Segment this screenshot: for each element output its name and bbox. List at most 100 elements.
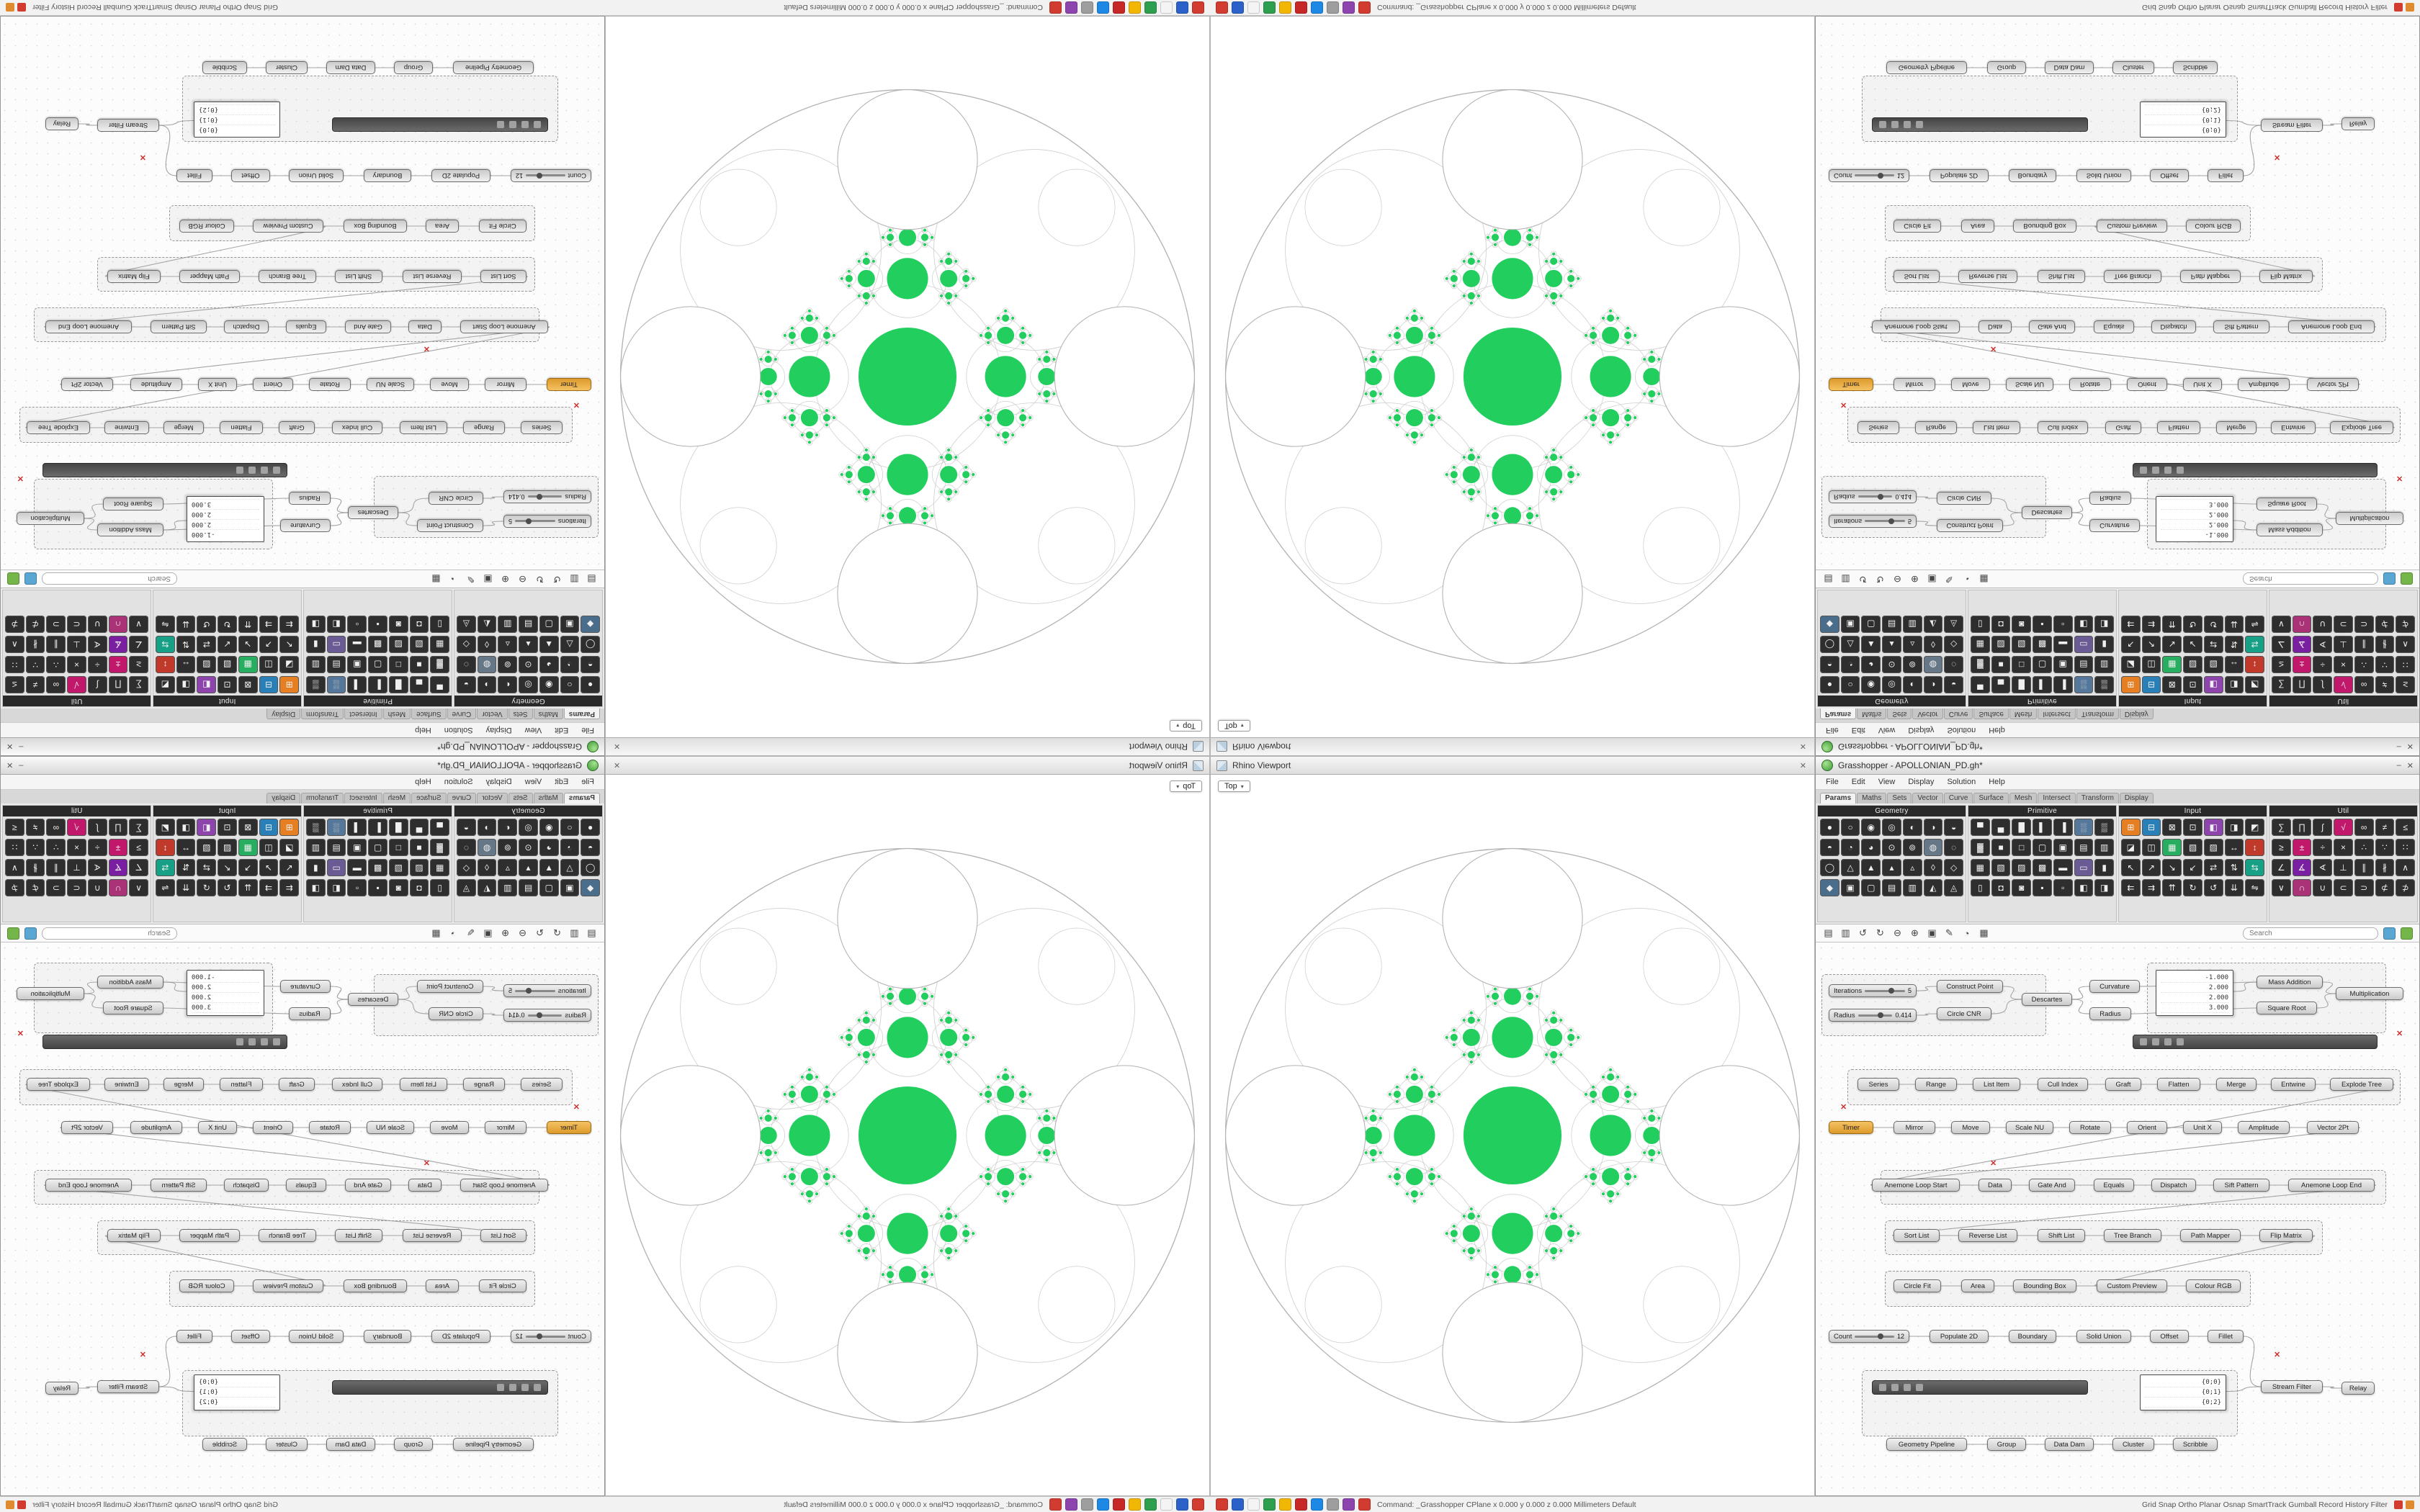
component-icon[interactable]: ◔ [1840, 839, 1860, 856]
gh-node[interactable]: Mass Addition [2257, 523, 2323, 536]
component-icon[interactable]: ◪ [2121, 656, 2141, 673]
slider-knob[interactable] [526, 987, 532, 994]
tab-display[interactable]: Display [266, 708, 301, 719]
component-icon[interactable]: ▥ [1902, 879, 1922, 896]
component-icon[interactable]: ▢ [368, 839, 387, 856]
gh-panel-node[interactable]: {0;0} {0;1} {0;2} [194, 102, 280, 138]
viewport-tab-top[interactable]: Top ▾ [1218, 780, 1250, 792]
gh-node[interactable]: Scale NU [367, 1121, 414, 1134]
gh-node[interactable]: Flatten [2157, 421, 2200, 434]
component-icon[interactable]: ▤ [2074, 839, 2094, 856]
gh-node[interactable]: Scribble [2173, 1438, 2218, 1451]
menu-item-view[interactable]: View [1878, 778, 1896, 786]
component-icon[interactable]: ∠ [2272, 636, 2291, 653]
gh-node[interactable]: Circle CNR [1937, 492, 1991, 505]
component-icon[interactable]: ∡ [2292, 859, 2312, 876]
component-icon[interactable]: ↘ [2162, 859, 2182, 876]
component-icon[interactable]: ∪ [2313, 616, 2333, 633]
gh-node[interactable]: Bounding Box [2013, 220, 2076, 233]
zoom-in-icon[interactable]: ⊕ [1911, 574, 1919, 585]
component-icon[interactable]: ◨ [306, 616, 326, 633]
gh-node[interactable]: Circle Fit [1894, 220, 1941, 233]
component-icon[interactable]: ▦ [430, 636, 449, 653]
component-icon[interactable]: ▌ [2033, 676, 2052, 693]
slider-track[interactable] [526, 173, 565, 179]
component-icon[interactable]: ▧ [409, 859, 429, 876]
component-icon[interactable]: ◬ [457, 879, 476, 896]
component-icon[interactable]: ⊅ [2396, 879, 2415, 896]
component-icon[interactable]: ◕ [539, 656, 559, 673]
component-icon[interactable]: ▬ [347, 636, 367, 653]
component-icon[interactable]: ▴ [1882, 859, 1901, 876]
gh-node[interactable]: Flatten [220, 421, 263, 434]
menu-item-edit[interactable]: Edit [1851, 726, 1865, 734]
gh-node[interactable]: Dispatch [2151, 1179, 2196, 1192]
component-icon[interactable]: ⊅ [5, 879, 24, 896]
component-icon[interactable]: ▐ [347, 676, 367, 693]
component-icon[interactable]: △ [1840, 636, 1860, 653]
gh-node[interactable]: Explode Tree [27, 1078, 90, 1091]
gh-node[interactable]: Circle Fit [479, 1279, 526, 1292]
app-icon-3[interactable] [1247, 1, 1260, 14]
component-icon[interactable]: ∷ [2396, 656, 2415, 673]
component-icon[interactable]: ▓ [430, 656, 449, 673]
gh-panel-node[interactable]: -1.000 2.000 2.000 3.000 [2156, 496, 2233, 542]
component-icon[interactable]: ↗ [2141, 859, 2161, 876]
component-icon[interactable]: ▀ [430, 676, 449, 693]
component-icon[interactable]: ∥ [46, 636, 66, 653]
component-icon[interactable]: ∵ [25, 656, 45, 673]
menu-item-display[interactable]: Display [1908, 778, 1935, 786]
component-icon[interactable]: ⇅ [2224, 636, 2244, 653]
gh-node[interactable]: Colour RGB [2186, 220, 2241, 233]
slider-knob[interactable] [1878, 1333, 1884, 1339]
component-icon[interactable]: ≤ [2396, 819, 2415, 836]
component-icon[interactable]: ∑ [129, 676, 148, 693]
gh-node[interactable]: Group [394, 1438, 433, 1451]
component-icon[interactable]: ▬ [2053, 636, 2073, 653]
component-icon[interactable]: ∴ [2354, 839, 2374, 856]
gh-node[interactable]: Move [430, 378, 469, 391]
component-icon[interactable]: ◌ [1944, 839, 1963, 856]
component-icon[interactable]: △ [560, 859, 580, 876]
component-icon[interactable]: ⊡ [2183, 819, 2202, 836]
gh-node[interactable]: Path Mapper [2180, 1229, 2241, 1242]
group-icon[interactable]: ▦ [431, 574, 441, 585]
component-icon[interactable]: ◌ [457, 839, 476, 856]
gh-node[interactable]: Curvature [280, 980, 331, 993]
gh-node[interactable]: Offset [231, 169, 270, 182]
component-icon[interactable]: ◑ [1923, 819, 1943, 836]
component-icon[interactable]: ↺ [197, 879, 217, 896]
component-icon[interactable]: ▧ [218, 656, 237, 673]
gh-node[interactable]: Tree Branch [2104, 1229, 2161, 1242]
component-icon[interactable]: ◫ [2141, 839, 2161, 856]
tab-vector[interactable]: Vector [477, 793, 508, 804]
gh-node[interactable]: Radius [2089, 492, 2131, 505]
grasshopper-titlebar[interactable]: Grasshopper - APOLLONIAN_PD.gh* – ✕ [1, 737, 604, 755]
preview-wireframe-button[interactable] [24, 572, 37, 585]
component-icon[interactable]: ⇋ [156, 879, 175, 896]
undo-icon[interactable]: ↺ [1859, 927, 1867, 938]
sketch-icon[interactable]: ✎ [467, 574, 475, 585]
component-icon[interactable]: ◘ [1991, 879, 2011, 896]
component-icon[interactable]: ⊂ [67, 879, 86, 896]
component-icon[interactable]: ◕ [539, 839, 559, 856]
component-icon[interactable]: ▩ [2033, 636, 2052, 653]
component-icon[interactable]: ⊚ [498, 839, 518, 856]
gh-node[interactable]: Boundary [364, 169, 411, 182]
component-icon[interactable]: ◓ [581, 656, 600, 673]
tab-intersect[interactable]: Intersect [344, 708, 382, 719]
component-icon[interactable]: ▢ [1861, 879, 1881, 896]
component-icon[interactable]: ▓ [430, 839, 449, 856]
tab-vector[interactable]: Vector [1912, 708, 1943, 719]
component-icon[interactable]: ◙ [388, 616, 408, 633]
gh-node[interactable]: Equals [2094, 320, 2134, 333]
component-icon[interactable]: ⊚ [498, 656, 518, 673]
component-icon[interactable]: ⊞ [279, 819, 299, 836]
menu-item-help[interactable]: Help [415, 726, 431, 734]
tab-maths[interactable]: Maths [533, 793, 563, 804]
component-icon[interactable]: ↙ [218, 859, 237, 876]
component-icon[interactable]: ◯ [1820, 859, 1839, 876]
gh-node[interactable]: Series [1857, 1078, 1899, 1091]
component-icon[interactable]: ◕ [1861, 656, 1881, 673]
component-icon[interactable]: ◍ [477, 839, 497, 856]
